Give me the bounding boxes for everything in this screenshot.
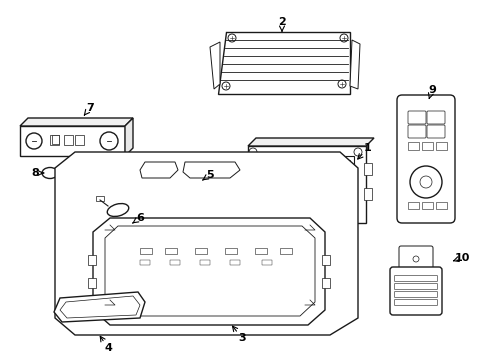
Bar bbox=[64, 135, 73, 145]
FancyBboxPatch shape bbox=[394, 292, 437, 297]
Text: 6: 6 bbox=[136, 213, 143, 223]
Bar bbox=[421, 202, 432, 209]
Bar bbox=[321, 278, 329, 288]
FancyBboxPatch shape bbox=[394, 284, 437, 289]
Bar bbox=[262, 260, 271, 265]
FancyBboxPatch shape bbox=[398, 246, 432, 272]
Bar bbox=[50, 135, 59, 145]
Bar bbox=[280, 248, 291, 254]
Bar bbox=[52, 135, 59, 144]
Bar bbox=[421, 142, 432, 150]
Bar bbox=[254, 248, 266, 254]
Polygon shape bbox=[20, 126, 125, 156]
Bar bbox=[75, 135, 84, 145]
FancyBboxPatch shape bbox=[389, 267, 441, 315]
Bar bbox=[363, 188, 371, 200]
Text: 3: 3 bbox=[238, 333, 245, 343]
Polygon shape bbox=[93, 218, 325, 325]
Bar bbox=[321, 255, 329, 265]
Polygon shape bbox=[60, 296, 140, 318]
Bar bbox=[323, 211, 334, 219]
Text: 5: 5 bbox=[206, 170, 213, 180]
Polygon shape bbox=[247, 138, 373, 146]
FancyBboxPatch shape bbox=[426, 111, 444, 124]
Bar bbox=[435, 142, 446, 150]
Polygon shape bbox=[209, 42, 220, 89]
FancyBboxPatch shape bbox=[394, 275, 437, 282]
FancyBboxPatch shape bbox=[426, 125, 444, 138]
Polygon shape bbox=[20, 118, 133, 126]
Bar bbox=[88, 255, 96, 265]
Bar bbox=[263, 211, 274, 219]
Text: 2: 2 bbox=[278, 17, 285, 27]
Bar bbox=[224, 248, 237, 254]
Text: 9: 9 bbox=[427, 85, 435, 95]
Polygon shape bbox=[247, 146, 365, 223]
Bar bbox=[170, 260, 180, 265]
Bar bbox=[229, 260, 240, 265]
Bar bbox=[96, 196, 104, 201]
Polygon shape bbox=[105, 226, 314, 316]
FancyBboxPatch shape bbox=[396, 95, 454, 223]
Bar bbox=[140, 248, 152, 254]
Bar bbox=[363, 163, 371, 175]
Text: 7: 7 bbox=[86, 103, 94, 113]
Text: 1: 1 bbox=[364, 143, 371, 153]
FancyBboxPatch shape bbox=[407, 111, 425, 124]
Bar bbox=[283, 211, 294, 219]
Bar bbox=[88, 278, 96, 288]
Bar bbox=[260, 156, 353, 203]
Bar bbox=[140, 260, 150, 265]
Bar bbox=[435, 202, 446, 209]
Bar bbox=[200, 260, 209, 265]
Polygon shape bbox=[140, 162, 178, 178]
Bar bbox=[407, 142, 418, 150]
Polygon shape bbox=[183, 162, 240, 178]
FancyBboxPatch shape bbox=[407, 125, 425, 138]
Bar bbox=[303, 211, 314, 219]
Polygon shape bbox=[54, 292, 145, 322]
Bar bbox=[195, 248, 206, 254]
FancyBboxPatch shape bbox=[394, 300, 437, 306]
Text: 4: 4 bbox=[104, 343, 112, 353]
Bar bbox=[164, 248, 177, 254]
Polygon shape bbox=[349, 40, 359, 89]
Bar bbox=[407, 202, 418, 209]
Text: 10: 10 bbox=[453, 253, 469, 263]
Text: 8: 8 bbox=[31, 168, 39, 178]
Polygon shape bbox=[218, 32, 349, 94]
Polygon shape bbox=[55, 152, 357, 335]
Bar bbox=[264, 160, 349, 197]
Polygon shape bbox=[125, 118, 133, 156]
